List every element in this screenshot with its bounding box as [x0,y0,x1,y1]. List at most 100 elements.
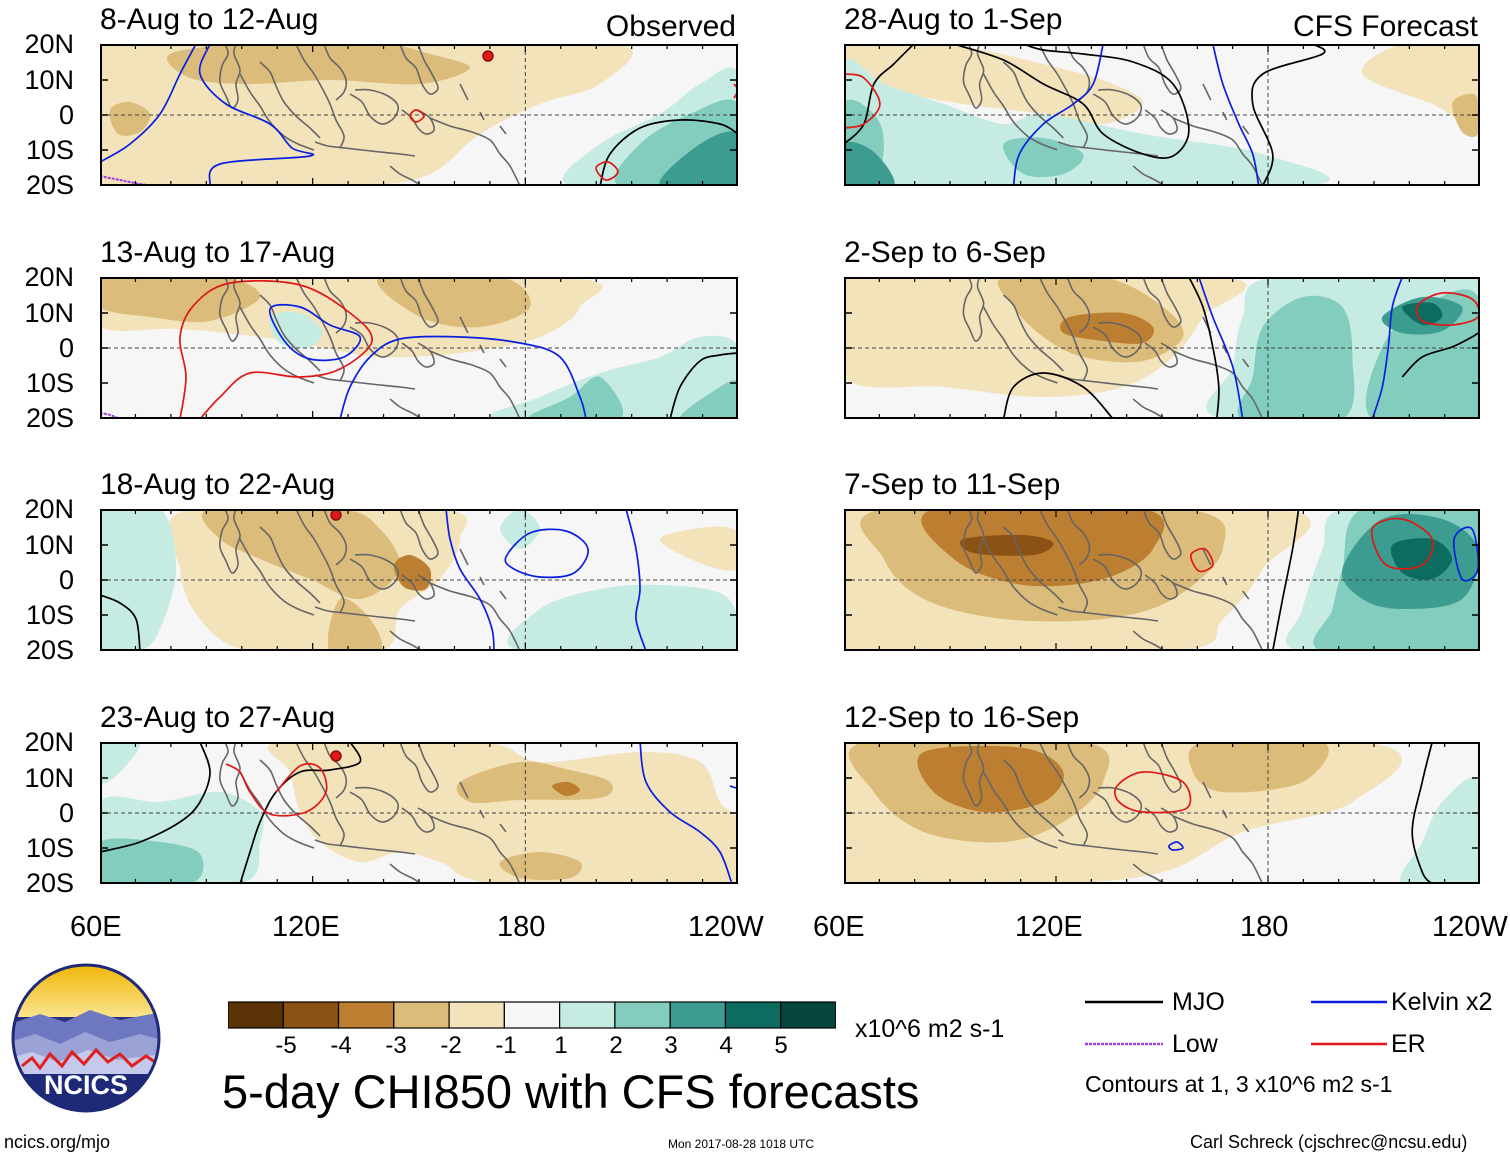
shaded-region [100,742,141,784]
coastline [962,44,985,109]
coastline [349,88,400,125]
coastline [429,582,521,651]
coastline [1132,630,1166,651]
coastline [479,111,485,121]
coastline [239,73,315,151]
coastline [429,350,521,419]
coastline [399,509,439,560]
coastline [459,781,469,799]
map-panel-3 [100,509,738,651]
coastline [1172,350,1264,419]
coastline [499,358,507,368]
legend-label-mjo: MJO [1172,988,1225,1016]
coastline [219,509,241,574]
lat-tick-label: 10N [24,763,74,793]
colorbar-tick-label: 3 [664,1032,678,1059]
coastline [1242,590,1250,600]
lon-tick-label: 120W [1432,911,1508,943]
panel-title-5: 28-Aug to 1-Sep [844,3,1063,36]
timestamp: Mon 2017-08-28 1018 UTC [668,1137,815,1151]
shaded-region [499,852,582,881]
coastline [349,553,400,590]
mjo-contour [239,742,362,884]
lat-tick-label: 20N [24,29,74,59]
coastline [1142,742,1182,793]
lon-tick-label: 120W [688,911,764,943]
coastline [1142,277,1182,328]
lat-tick-label: 0 [58,798,74,828]
coastline [314,606,416,622]
legend-label-low: Low [1172,1030,1218,1058]
panel-title-7: 7-Sep to 11-Sep [844,468,1061,501]
lat-tick-label: 10S [25,600,74,630]
coastline [1092,321,1143,358]
lat-tick-label: 10N [24,65,74,95]
coastline [962,742,985,807]
coastline [1058,839,1159,855]
legend-label-kelvin: Kelvin x2 [1391,988,1493,1016]
mjo-contour [599,119,738,186]
shaded-region [844,44,1144,125]
kelvin-contour [639,742,733,884]
coastline [499,125,507,135]
lat-tick-label: 10N [24,298,74,328]
mjo-contour [1251,44,1326,186]
coastline [459,83,469,101]
coastline [459,316,469,334]
mjo-contour [1401,332,1479,378]
lat-tick-label: 20S [25,868,74,898]
colorbar-tick-label: 1 [554,1032,568,1059]
map-panel-5 [844,44,1480,186]
coastline [1066,509,1091,566]
coastline [1222,576,1228,586]
coastline [1066,277,1091,334]
map-panel-6 [844,277,1480,419]
coastline [259,61,321,139]
lat-tick-label: 20S [25,170,74,200]
coastline [1142,509,1182,560]
shaded-region [551,781,581,797]
coastline [239,538,315,616]
coastline [1058,374,1159,390]
mjo-contour [844,44,915,145]
er-contour [1370,517,1434,570]
coastline [962,509,985,574]
mjo-contour [1271,509,1300,651]
coastline [1222,111,1228,121]
colorbar-box [559,1001,616,1029]
panel-title-8: 12-Sep to 16-Sep [844,701,1080,734]
shaded-region [100,838,204,884]
mjo-contour [100,594,141,651]
shaded-region [679,380,738,419]
mjo-contour [1002,372,1114,419]
lat-tick-label: 20N [24,494,74,524]
shaded-region [109,101,151,136]
kelvin-contour [100,44,197,163]
lat-tick-label: 10N [24,530,74,560]
kelvin-contour [504,528,589,579]
er-contour [1189,547,1214,573]
colorbar-tick-label: 5 [774,1032,788,1059]
lat-tick-label: 20S [25,403,74,433]
coastline [295,509,345,614]
mjo-contour [669,352,738,419]
site-url: ncics.org/mjo [4,1132,111,1152]
coastline [1092,88,1143,125]
coastline [1172,117,1264,186]
coastline [323,277,348,334]
shaded-region [659,131,738,186]
coastline [429,815,521,884]
lon-tick-label: 180 [1240,911,1289,943]
lon-tick-label: 60E [813,911,865,943]
shaded-region [1188,742,1329,793]
coastline [429,117,521,186]
map-panel-2 [100,277,738,419]
shaded-region [844,141,895,186]
colorbar-box [282,1001,340,1029]
lon-tick-label: 60E [70,911,122,943]
colorbar-tick-label: 4 [719,1032,733,1059]
colorbar-tick-label: -3 [385,1032,407,1059]
coastline [239,771,315,849]
coastline [259,526,321,604]
shaded-region [659,526,738,571]
